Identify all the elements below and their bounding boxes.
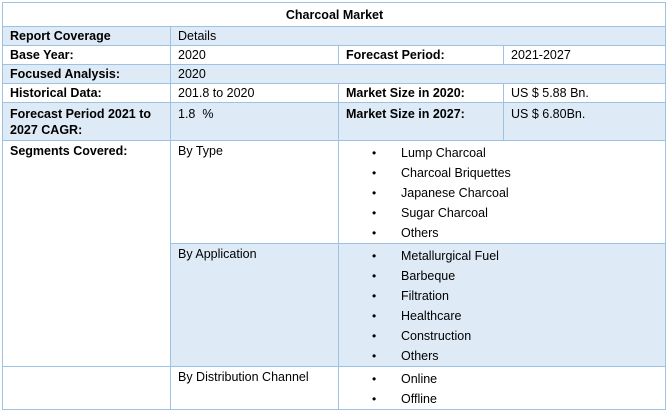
bullet-icon: • (372, 226, 377, 240)
bullet-item: • Lump Charcoal (346, 143, 659, 163)
cagr-row: Forecast Period 2021 to 2027 CAGR: 1.8 %… (2, 102, 667, 141)
bullet-icon: • (372, 146, 377, 160)
bullet-icon: • (372, 392, 377, 406)
bullet-item: • Filtration (346, 286, 659, 306)
segments-covered-label: Segments Covered: (2, 140, 171, 367)
bullet-item-label: Charcoal Briquettes (401, 166, 511, 180)
bullet-item-label: Others (401, 349, 439, 363)
bullet-item: • Charcoal Briquettes (346, 163, 659, 183)
table-title: Charcoal Market (1, 2, 667, 27)
bullet-icon: • (372, 329, 377, 343)
segment-group-by-distribution-channel: By Distribution Channel (170, 366, 339, 410)
bullet-icon: • (372, 269, 377, 283)
bullet-item-label: Healthcare (401, 309, 462, 323)
bullet-icon: • (372, 166, 377, 180)
segments-by-type-row: Segments Covered: By Type • Lump Charcoal… (2, 140, 667, 367)
segment-group-by-application: By Application (170, 243, 339, 367)
focused-analysis-value: 2020 (169, 64, 667, 84)
segments-by-distribution-row: By Distribution Channel • Online • Offline (2, 366, 667, 410)
by-application-items-list: • Metallurgical Fuel • Barbeque • Filtration •… (337, 243, 667, 367)
bullet-item-label: Lump Charcoal (401, 146, 486, 160)
base-year-value: 2020 (170, 45, 339, 65)
market-size-2020-value: US $ 5.88 Bn. (502, 83, 667, 103)
market-size-2027-label: Market Size in 2027: (338, 102, 504, 141)
charcoal-market-scope-table: Charcoal Market Report Coverage Details … (1, 2, 667, 410)
base-year-row: Base Year: 2020 Forecast Period: 2021-20… (2, 45, 667, 65)
bullet-icon: • (372, 289, 377, 303)
bullet-item: • Others (346, 346, 659, 366)
report-coverage-row: Report Coverage Details (2, 26, 667, 46)
bullet-item-label: Filtration (401, 289, 449, 303)
cagr-label: Forecast Period 2021 to 2027 CAGR: (2, 102, 171, 141)
focused-analysis-row: Focused Analysis: 2020 (2, 64, 667, 84)
base-year-label: Base Year: (2, 45, 171, 65)
bullet-icon: • (372, 372, 377, 386)
historical-data-value: 201.8 to 2020 (170, 83, 339, 103)
bullet-item-label: Metallurgical Fuel (401, 249, 499, 263)
bullet-item-label: Others (401, 226, 439, 240)
market-size-2027-value: US $ 6.80Bn. (502, 102, 667, 141)
title-row: Charcoal Market (1, 2, 667, 27)
bullet-item: • Construction (346, 326, 659, 346)
bullet-item: • Offline (346, 389, 659, 409)
forecast-period-label: Forecast Period: (338, 45, 504, 65)
segments-by-application-row: By Application • Metallurgical Fuel • Barbe… (3, 243, 667, 367)
bullet-item: • Others (346, 223, 659, 243)
report-coverage-value: Details (169, 26, 667, 46)
by-type-items-list: • Lump Charcoal • Charcoal Briquettes • Japan… (337, 140, 667, 244)
bullet-item: • Healthcare (346, 306, 659, 326)
segment-group-by-type: By Type (170, 140, 339, 244)
bullet-item: • Online (346, 369, 659, 389)
bullet-item: • Sugar Charcoal (346, 203, 659, 223)
bullet-item-label: Construction (401, 329, 472, 343)
historical-data-label: Historical Data: (2, 83, 171, 103)
report-coverage-label: Report Coverage (2, 26, 171, 46)
forecast-period-value: 2021-2027 (502, 45, 667, 65)
focused-analysis-label: Focused Analysis: (2, 64, 171, 84)
historical-data-row: Historical Data: 201.8 to 2020 Market Si… (2, 83, 667, 103)
cagr-value: 1.8 % (170, 102, 339, 141)
bullet-icon: • (372, 309, 377, 323)
bullet-item: • Japanese Charcoal (346, 183, 659, 203)
bullet-item: • Barbeque (346, 266, 659, 286)
bullet-icon: • (372, 186, 377, 200)
by-distribution-items-list: • Online • Offline (337, 366, 667, 410)
bullet-icon: • (372, 206, 377, 220)
bullet-item-label: Offline (401, 392, 437, 406)
empty-cell (2, 366, 171, 410)
bullet-icon: • (372, 349, 377, 363)
bullet-item-label: Barbeque (401, 269, 456, 283)
bullet-item-label: Sugar Charcoal (401, 206, 488, 220)
market-size-2020-label: Market Size in 2020: (338, 83, 504, 103)
bullet-icon: • (372, 249, 377, 263)
bullet-item-label: Online (401, 372, 438, 386)
bullet-item: • Metallurgical Fuel (346, 246, 659, 266)
bullet-item-label: Japanese Charcoal (401, 186, 509, 200)
